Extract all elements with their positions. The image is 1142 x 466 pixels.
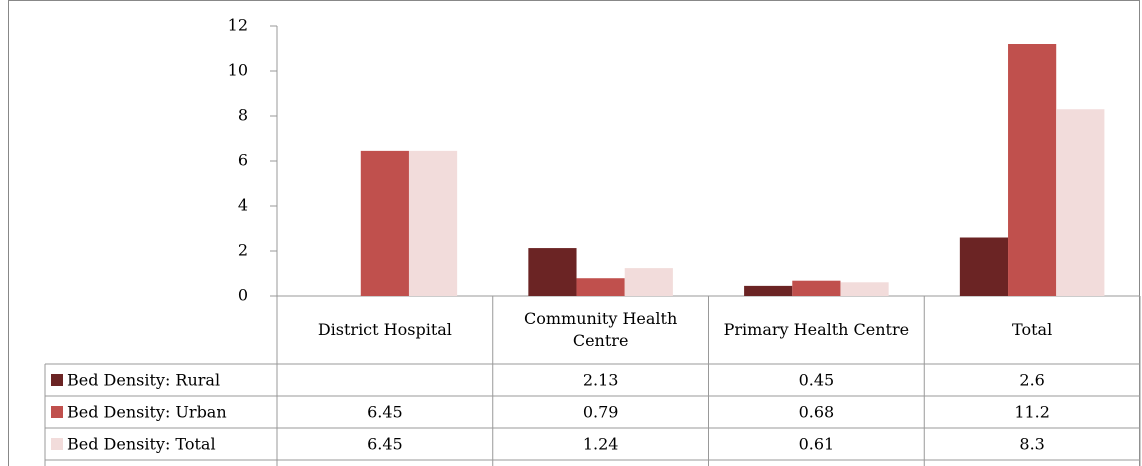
bar (792, 280, 841, 296)
x-category: Community Health Centre (523, 309, 678, 350)
bar (576, 278, 625, 296)
legend-label: Bed Density: Rural (67, 371, 220, 390)
y-tick-label: 12 (228, 16, 248, 35)
table-value: 8.3 (1019, 435, 1044, 454)
x-tick-label: Community Health Centre (523, 309, 678, 350)
legend-label: Bed Density: Total (67, 435, 216, 454)
table-value: 11.2 (1014, 403, 1050, 422)
x-category: District Hospital (317, 320, 452, 339)
x-category: Total (1012, 320, 1053, 339)
bar (528, 248, 577, 296)
table-value: 2.13 (583, 371, 619, 390)
table-value: 0.61 (799, 435, 835, 454)
y-tick-label: 4 (238, 196, 248, 215)
y-tick-label: 2 (238, 241, 248, 260)
table-value: 0.45 (799, 371, 835, 390)
bar (360, 150, 409, 296)
y-tick-label: 6 (238, 151, 248, 170)
bar (1008, 44, 1057, 296)
y-tick-label: 10 (228, 61, 248, 80)
bar (959, 237, 1009, 296)
y-tick-label: 0 (238, 286, 248, 305)
y-tick-label: 8 (238, 106, 248, 125)
table-value: 2.6 (1019, 371, 1044, 390)
legend-key (51, 374, 63, 386)
table-value: 6.45 (367, 435, 403, 454)
table-value: 0.68 (799, 403, 835, 422)
bar (624, 268, 673, 296)
chart-border (8, 0, 1140, 466)
legend-label: Bed Density: Urban (67, 403, 227, 422)
table-value: 1.24 (583, 435, 619, 454)
bar (840, 282, 889, 296)
bar (1056, 109, 1105, 296)
x-tick-label: Primary Health Centre (723, 320, 910, 339)
table-value: 0.79 (583, 403, 619, 422)
bar (744, 285, 793, 296)
x-category: Primary Health Centre (723, 320, 910, 339)
legend-key (51, 406, 63, 418)
legend-key (51, 438, 63, 450)
x-tick-label: Total (1012, 320, 1053, 339)
bar (408, 150, 458, 296)
table-value: 6.45 (367, 403, 403, 422)
x-tick-label: District Hospital (317, 320, 452, 339)
